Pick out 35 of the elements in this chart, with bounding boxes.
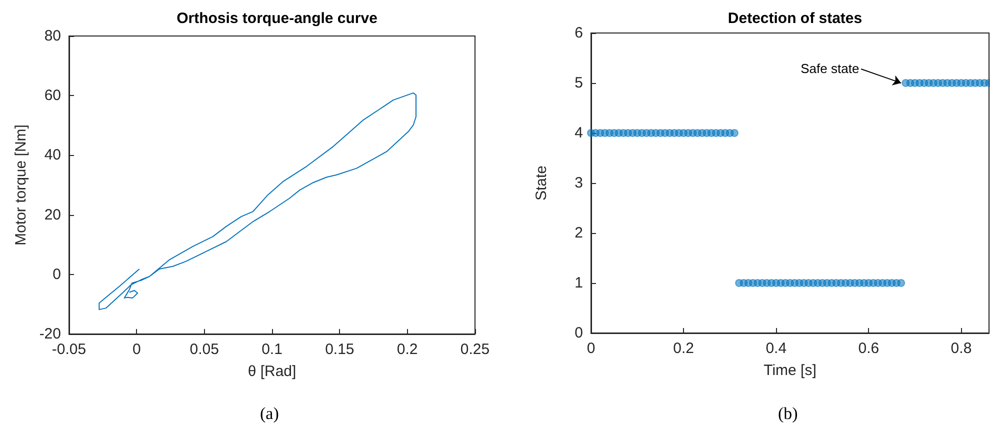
y-tick-label: 2: [574, 224, 583, 242]
x-tick-label: -0.05: [52, 341, 86, 358]
text: (a): [260, 404, 279, 423]
x-tick-label: 0.05: [190, 341, 219, 358]
y-tick-label: 1: [574, 274, 583, 292]
y-tick-label: 0: [52, 266, 61, 283]
x-tick-label: 0: [132, 341, 141, 358]
y-tick-label: 3: [574, 174, 583, 192]
x-axis-title: θ [Rad]: [248, 363, 296, 380]
y-tick-label: 20: [44, 206, 61, 224]
x-tick-label: 0.15: [325, 341, 354, 358]
x-tick-label: 0.2: [396, 341, 418, 358]
y-tick-label: 6: [574, 24, 583, 42]
x-tick-label: 0.2: [673, 340, 694, 357]
x-tick-label: 0.1: [262, 341, 282, 358]
x-tick-label: 0: [586, 340, 596, 357]
x-tick-label: 0.6: [858, 340, 880, 357]
y-tick-label: 60: [44, 87, 61, 104]
x-tick-label: 0.8: [950, 340, 972, 357]
chart-title: Orthosis torque-angle curve: [176, 10, 378, 27]
annotation: Safe state: [800, 60, 860, 76]
y-tick-label: 0: [574, 324, 583, 342]
y-tick-label: -20: [39, 326, 61, 342]
text: (b): [778, 404, 798, 423]
y-tick-label: 40: [44, 146, 61, 164]
x-tick-label: 0.25: [460, 341, 490, 358]
y-axis-title: State: [533, 165, 550, 201]
x-tick-label: 0.4: [766, 340, 787, 357]
y-tick-label: 80: [44, 28, 61, 44]
y-tick-label: 5: [574, 74, 583, 92]
x-axis-title: Time [s]: [764, 362, 816, 379]
y-axis-title: Motor torque [Nm]: [12, 124, 30, 246]
line-series: [98, 92, 416, 310]
y-tick-label: 4: [574, 124, 583, 142]
chart-title: Detection of states: [728, 10, 862, 27]
